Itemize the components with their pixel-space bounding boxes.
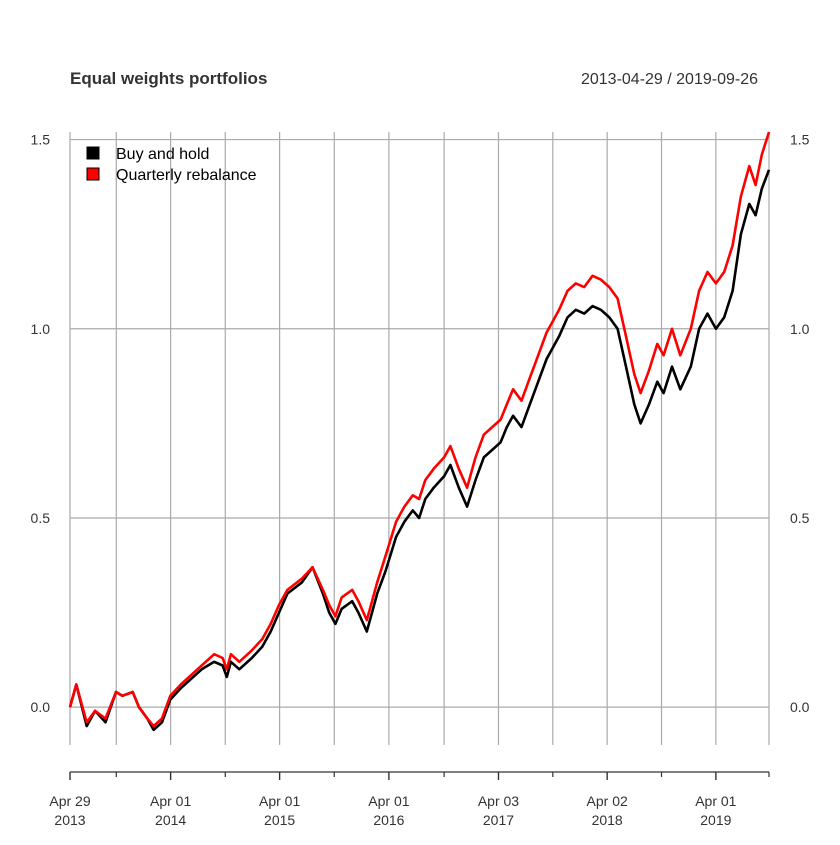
quarterly-rebalance-line (68, 131, 771, 728)
x-tick-year-label: 2017 (483, 812, 514, 828)
y-tick-label-right: 1.0 (790, 321, 810, 337)
x-tick-label: Apr 01 (259, 793, 300, 809)
y-tick-label-right: 0.5 (790, 510, 810, 526)
x-tick-label: Apr 01 (695, 793, 736, 809)
x-tick-label: Apr 01 (150, 793, 191, 809)
y-tick-label-left: 1.0 (31, 321, 51, 337)
legend-label-buy-and-hold: Buy and hold (116, 146, 209, 163)
axes: 0.0 0.0 0.5 0.5 1.0 1.0 1.5 1.5 Apr 29 2013 Apr 01… (31, 132, 810, 828)
x-tick-year-label: 2014 (155, 812, 186, 828)
y-tick-label-right: 1.5 (790, 132, 810, 148)
chart-date-range: 2013-04-29 / 2019-09-26 (581, 71, 758, 88)
x-tick-year-label: 2016 (373, 812, 404, 828)
x-tick-label: Apr 01 (368, 793, 409, 809)
y-tick-label-left: 1.5 (31, 132, 51, 148)
buy-and-hold-line (68, 169, 771, 732)
legend-swatch-quarterly-rebalance (86, 167, 100, 181)
legend-swatch-buy-and-hold (86, 146, 100, 160)
legend-label-quarterly-rebalance: Quarterly rebalance (116, 167, 257, 184)
y-tick-label-right: 0.0 (790, 699, 810, 715)
chart-title: Equal weights portfolios (70, 69, 267, 88)
x-tick-year-label: 2013 (54, 812, 85, 828)
x-tick-label: Apr 02 (587, 793, 628, 809)
y-tick-label-left: 0.0 (31, 699, 51, 715)
legend: Buy and hold Quarterly rebalance (86, 146, 257, 184)
gridlines (69, 132, 770, 745)
x-tick-label: Apr 29 (49, 793, 90, 809)
x-tick-year-label: 2019 (700, 812, 731, 828)
y-tick-label-left: 0.5 (31, 510, 51, 526)
series-lines (68, 131, 771, 732)
x-tick-year-label: 2018 (592, 812, 623, 828)
x-tick-label: Apr 03 (478, 793, 519, 809)
x-tick-year-label: 2015 (264, 812, 295, 828)
